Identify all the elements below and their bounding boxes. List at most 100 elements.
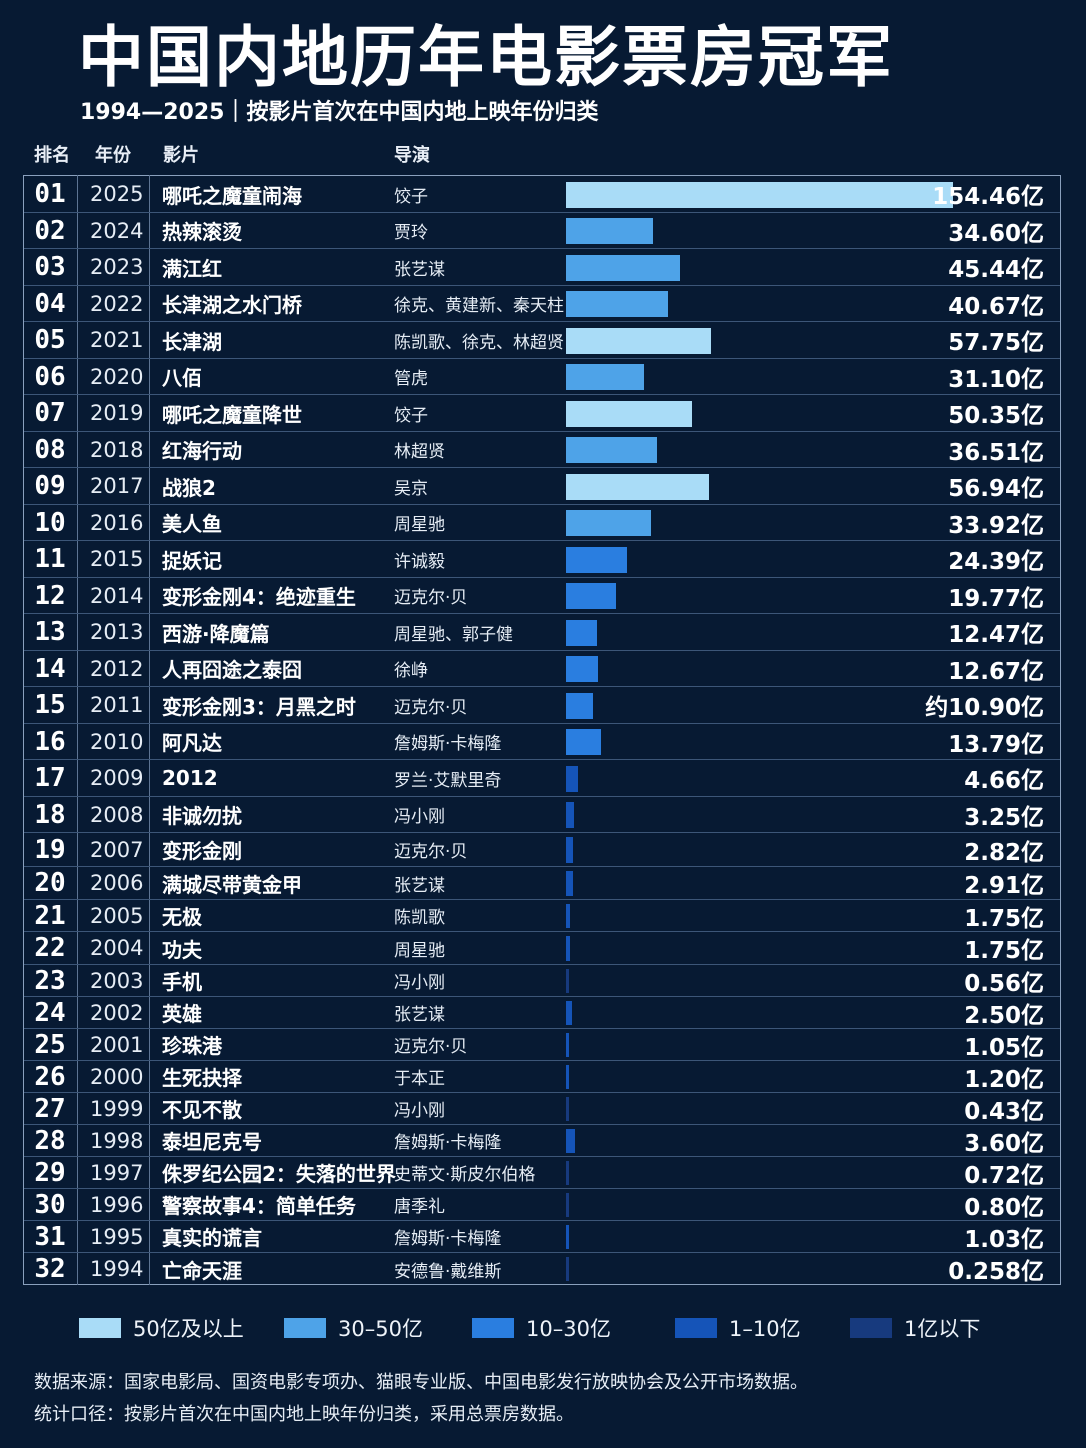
- year-cell: 2011: [90, 693, 144, 717]
- value-label: 2.82亿: [964, 839, 1044, 866]
- box-office-bar: [566, 255, 680, 281]
- value-label: 154.46亿: [932, 184, 1044, 210]
- film-cell: 变形金刚: [162, 839, 242, 863]
- rank-cell: 11: [34, 544, 66, 574]
- table-row: 22 2004 功夫 周星驰 1.75亿: [24, 932, 1060, 965]
- value-label: 33.92亿: [948, 512, 1044, 539]
- value-label: 1.75亿: [964, 938, 1044, 964]
- box-office-bar: [566, 474, 709, 500]
- box-office-bar: [566, 547, 628, 573]
- year-cell: 2004: [90, 936, 144, 960]
- box-office-bar: [566, 1097, 569, 1121]
- rank-cell: 21: [34, 900, 66, 931]
- value-label: 36.51亿: [948, 439, 1044, 466]
- rank-cell: 10: [34, 507, 66, 538]
- table-row: 16 2010 阿凡达 詹姆斯·卡梅隆 13.79亿: [24, 724, 1060, 760]
- box-office-bar: [566, 1129, 576, 1153]
- box-office-bar: [566, 437, 658, 463]
- director-cell: 张艺谋: [394, 1005, 445, 1025]
- box-office-bar: [566, 182, 953, 208]
- table-row: 07 2019 哪吒之魔童降世 饺子 50.35亿: [24, 395, 1060, 432]
- legend-label: 30–50亿: [338, 1317, 423, 1341]
- year-cell: 1997: [90, 1160, 144, 1185]
- film-cell: 美人鱼: [162, 512, 222, 536]
- year-cell: 1998: [90, 1128, 144, 1153]
- year-cell: 1994: [90, 1257, 144, 1281]
- director-cell: 饺子: [394, 186, 428, 207]
- film-cell: 侏罗纪公园2：失落的世界: [162, 1162, 396, 1186]
- box-office-bar: [566, 1065, 569, 1089]
- box-office-bar: [566, 364, 644, 390]
- value-label: 13.79亿: [948, 731, 1044, 758]
- legend-item: 1亿以下: [850, 1314, 980, 1342]
- director-cell: 冯小刚: [394, 807, 445, 827]
- table-row: 15 2011 变形金刚3：月黑之时 迈克尔·贝 约10.90亿: [24, 687, 1060, 724]
- legend-swatch: [79, 1318, 121, 1338]
- value-label: 2.91亿: [964, 873, 1044, 899]
- table-row: 18 2008 非诚勿扰 冯小刚 3.25亿: [24, 797, 1060, 833]
- box-office-bar: [566, 871, 574, 896]
- value-label: 31.10亿: [948, 366, 1044, 393]
- director-cell: 贾玲: [394, 223, 428, 243]
- film-cell: 捉妖记: [162, 548, 222, 573]
- table-row: 20 2006 满城尽带黄金甲 张艺谋 2.91亿: [24, 867, 1060, 900]
- value-label: 0.80亿: [964, 1194, 1044, 1221]
- value-label: 45.44亿: [948, 257, 1044, 283]
- film-cell: 西游·降魔篇: [162, 621, 270, 646]
- table-row: 05 2021 长津湖 陈凯歌、徐克、林超贤 57.75亿: [24, 322, 1060, 359]
- table-row: 11 2015 捉妖记 许诚毅 24.39亿: [24, 541, 1060, 578]
- table-row: 09 2017 战狼2 吴京 56.94亿: [24, 468, 1060, 505]
- table-row: 23 2003 手机 冯小刚 0.56亿: [24, 965, 1060, 997]
- table-row: 06 2020 八佰 管虎 31.10亿: [24, 359, 1060, 395]
- director-cell: 吴京: [394, 478, 428, 499]
- value-label: 34.60亿: [948, 220, 1044, 247]
- director-cell: 史蒂文·斯皮尔伯格: [394, 1165, 536, 1185]
- table-row: 28 1998 泰坦尼克号 詹姆斯·卡梅隆 3.60亿: [24, 1125, 1060, 1157]
- legend-swatch: [850, 1318, 892, 1338]
- value-label: 24.39亿: [948, 549, 1044, 575]
- box-office-bar: [566, 904, 571, 928]
- year-cell: 2016: [90, 510, 144, 535]
- value-label: 0.56亿: [964, 970, 1044, 997]
- director-cell: 张艺谋: [394, 259, 445, 280]
- director-cell: 张艺谋: [394, 875, 445, 896]
- year-cell: 2017: [90, 474, 144, 498]
- table-row: 25 2001 珍珠港 迈克尔·贝 1.05亿: [24, 1029, 1060, 1061]
- year-cell: 2006: [90, 871, 144, 895]
- rank-cell: 25: [34, 1029, 66, 1060]
- film-cell: 珍珠港: [162, 1034, 222, 1058]
- director-cell: 陈凯歌: [394, 908, 445, 928]
- legend-item: 30–50亿: [284, 1314, 423, 1342]
- director-cell: 冯小刚: [394, 973, 445, 993]
- rank-cell: 22: [34, 933, 66, 963]
- rank-cell: 17: [34, 763, 66, 793]
- director-cell: 迈克尔·贝: [394, 842, 468, 862]
- header-rank: 排名: [34, 145, 70, 166]
- value-label: 0.72亿: [964, 1162, 1044, 1189]
- source-note: 数据来源：国家电影局、国资电影专项办、猫眼专业版、中国电影发行放映协会及公开市场…: [34, 1372, 808, 1393]
- value-label: 12.47亿: [948, 622, 1044, 648]
- year-cell: 1999: [90, 1096, 144, 1121]
- film-cell: 哪吒之魔童降世: [162, 402, 302, 427]
- film-cell: 功夫: [162, 937, 202, 962]
- year-cell: 2000: [90, 1064, 144, 1089]
- value-label: 3.25亿: [964, 804, 1044, 831]
- director-cell: 安德鲁·戴维斯: [394, 1261, 502, 1282]
- value-label: 3.60亿: [964, 1130, 1044, 1157]
- value-label: 1.75亿: [964, 905, 1044, 932]
- header-year: 年份: [95, 145, 131, 166]
- header-director: 导演: [394, 145, 430, 166]
- film-cell: 真实的谎言: [162, 1226, 262, 1250]
- rank-cell: 02: [34, 215, 66, 246]
- year-cell: 2024: [90, 218, 144, 243]
- box-office-bar: [566, 1225, 569, 1249]
- rank-cell: 18: [34, 799, 66, 830]
- year-cell: 2019: [90, 401, 144, 425]
- rank-cell: 16: [34, 726, 66, 757]
- film-cell: 警察故事4：简单任务: [162, 1194, 356, 1218]
- box-office-bar: [566, 766, 578, 792]
- rank-cell: 03: [34, 252, 66, 282]
- table-row: 14 2012 人再囧途之泰囧 徐峥 12.67亿: [24, 651, 1060, 687]
- director-cell: 詹姆斯·卡梅隆: [394, 1133, 502, 1153]
- film-cell: 战狼2: [162, 475, 216, 500]
